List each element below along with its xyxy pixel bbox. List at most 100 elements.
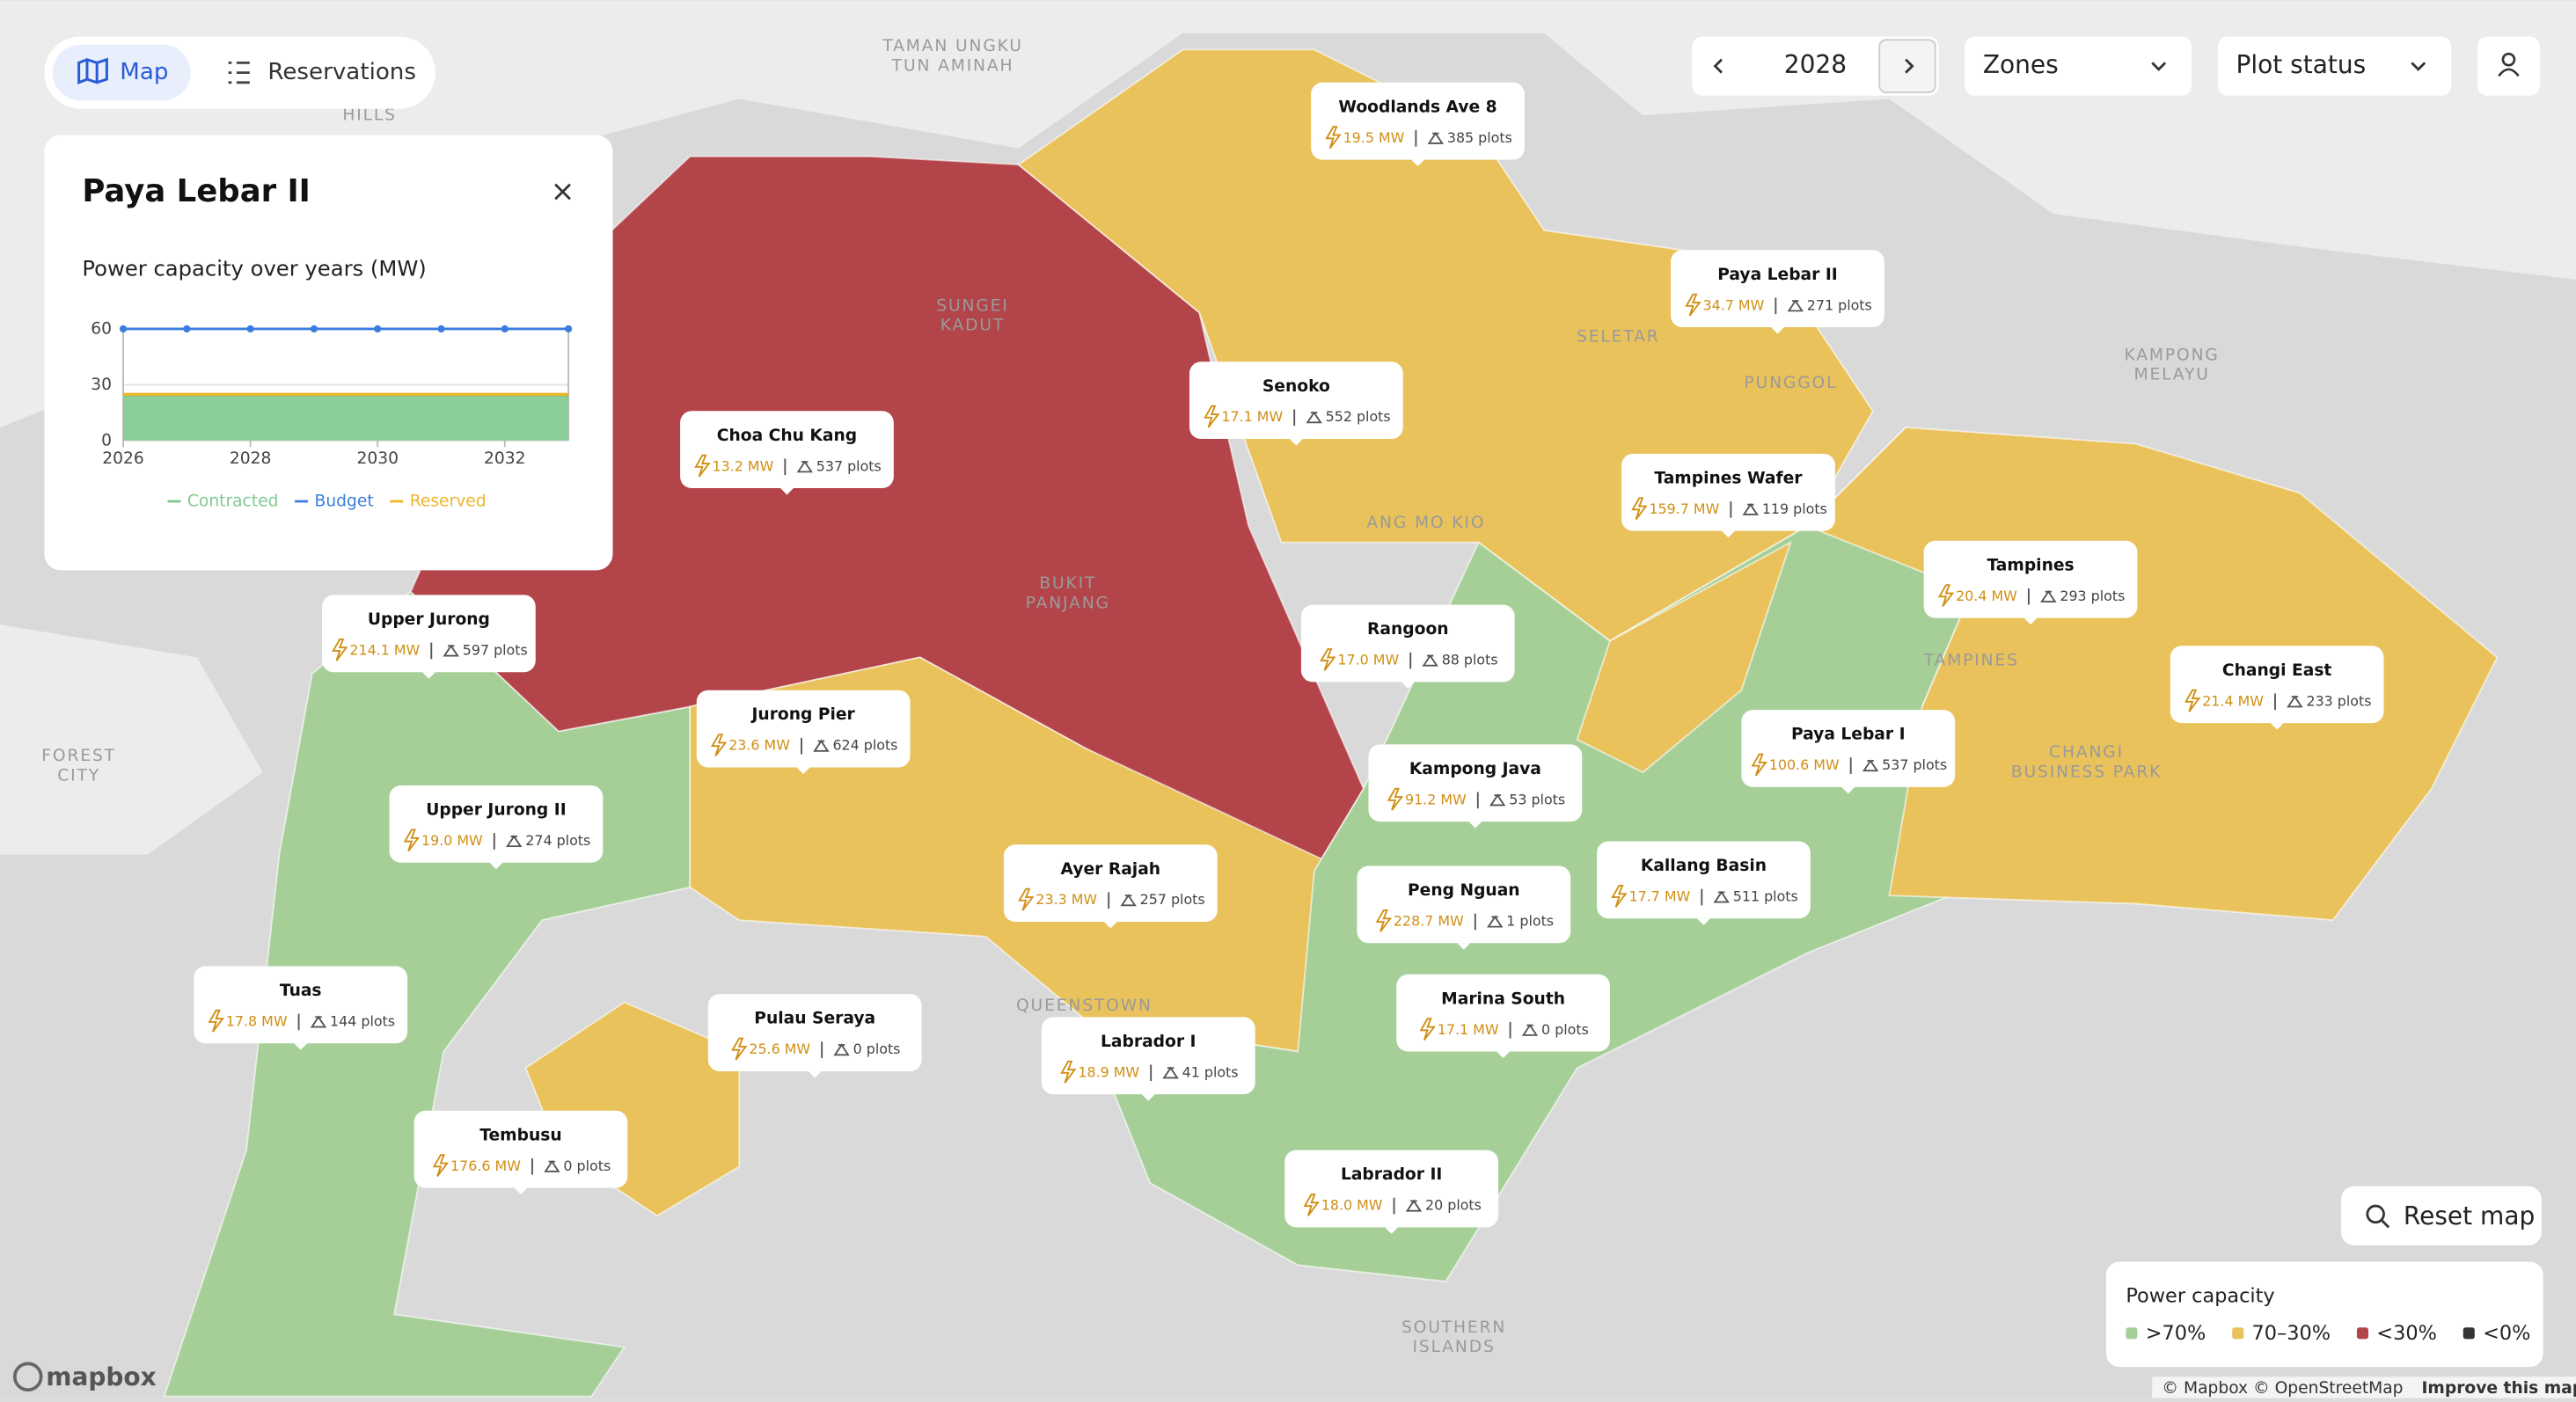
- zone-label[interactable]: Pulau Seraya 25.6 MW 0 plots: [707, 994, 922, 1078]
- zone-labels: Woodlands Ave 8 19.5 MW 385 plots Paya Leba…: [194, 82, 2384, 1234]
- zone-label-box: [1923, 540, 2138, 618]
- zone-label-box: [194, 966, 408, 1044]
- prev-year[interactable]: [1713, 58, 1723, 74]
- zone-power: 17.1 MW: [1221, 408, 1283, 425]
- plot-status-dropdown[interactable]: [2217, 36, 2452, 96]
- zone-power: 100.6 MW: [1769, 756, 1840, 773]
- point: [183, 325, 191, 333]
- zone-name: Jurong Pier: [750, 705, 855, 724]
- zone-label[interactable]: Peng Nguan 228.7 MW 1 plots: [1357, 865, 1571, 950]
- place-label: ANG MO KIO: [1366, 514, 1485, 532]
- zone-label[interactable]: Senoko 17.1 MW 552 plots: [1189, 361, 1403, 446]
- zone-name: Paya Lebar II: [1717, 266, 1838, 284]
- zone-label[interactable]: Paya Lebar II 34.7 MW 271 plots: [1671, 250, 1884, 334]
- chevron: [2151, 62, 2167, 71]
- zone-label-pointer: [1289, 439, 1303, 446]
- zone-label[interactable]: Marina South 17.1 MW 0 plots: [1396, 974, 1610, 1059]
- dropdown-label[interactable]: Plot status: [2236, 50, 2366, 79]
- plot-icon: [813, 739, 830, 752]
- place-label: SELETAR: [1577, 328, 1660, 347]
- zone-plots: 552 plots: [1326, 408, 1391, 425]
- zone-label[interactable]: Kallang Basin 17.7 MW 511 plots: [1597, 841, 1811, 925]
- zone-label-pointer: [1141, 1094, 1155, 1101]
- zone-power: 228.7 MW: [1394, 913, 1464, 930]
- legend-swatch: [2356, 1327, 2368, 1340]
- zone-plots: 624 plots: [832, 737, 897, 754]
- zone-label-box: [1396, 974, 1610, 1052]
- bolt-icon: [1325, 126, 1342, 150]
- legend-title: Power capacity: [2126, 1284, 2274, 1307]
- zone-label[interactable]: Labrador I 18.9 MW 41 plots: [1041, 1017, 1255, 1101]
- zone-plots: 0 plots: [853, 1041, 901, 1057]
- year-picker: [1692, 36, 1939, 96]
- search-icon: [2381, 1219, 2390, 1229]
- zone-name: Tampines Wafer: [1654, 469, 1803, 487]
- zone-label[interactable]: Tuas 17.8 MW 144 plots: [194, 966, 408, 1050]
- plot-icon: [1489, 793, 1506, 807]
- zone-plots: 53 plots: [1509, 791, 1565, 807]
- zone-power: 19.5 MW: [1343, 129, 1405, 146]
- zone-label[interactable]: Tampines 20.4 MW 293 plots: [1923, 540, 2138, 625]
- next-year-button[interactable]: [1878, 39, 1936, 93]
- improve-link[interactable]: Improve this map: [2421, 1379, 2576, 1398]
- plot-icon: [2040, 590, 2057, 602]
- zone-label[interactable]: Choa Chu Kang 13.2 MW 537 plots: [680, 411, 894, 495]
- point: [119, 325, 128, 333]
- tab[interactable]: Map: [120, 59, 168, 85]
- zone-power: 23.6 MW: [728, 737, 790, 754]
- place-labels: TAMAN UNGKU TUN AMINAH HILLS FOREST CITY…: [41, 37, 2218, 1356]
- plot-icon: [1422, 654, 1438, 667]
- zone-power: 17.8 MW: [226, 1012, 288, 1029]
- zone-label-pointer: [1103, 922, 1117, 929]
- place-label: TAMAN UNGKU: [882, 37, 1022, 55]
- zone-plots: 257 plots: [1140, 891, 1205, 908]
- zone-label[interactable]: Ayer Rajah 23.3 MW 257 plots: [1003, 844, 1218, 929]
- zone-power: 17.0 MW: [1337, 652, 1399, 668]
- plot-icon: [1120, 894, 1137, 907]
- zone-label-pointer: [2023, 617, 2038, 625]
- reset-button[interactable]: [2340, 1186, 2542, 1245]
- place-label: PANJANG: [1026, 594, 1110, 612]
- zone-label-pointer: [808, 1070, 822, 1078]
- zone-label-box: [389, 785, 604, 863]
- zone-power: 17.7 MW: [1629, 888, 1691, 905]
- zones-dropdown[interactable]: [1965, 36, 2192, 96]
- zone-label[interactable]: Paya Lebar I 100.6 MW 537 plots: [1741, 710, 1956, 794]
- zone-label[interactable]: Upper Jurong II 19.0 MW 274 plots: [389, 785, 604, 870]
- reset-label[interactable]: Reset map: [2404, 1201, 2535, 1230]
- zone-label[interactable]: Jurong Pier 23.6 MW 624 plots: [696, 690, 911, 774]
- place-label: BUKIT: [1039, 574, 1096, 593]
- point: [564, 325, 573, 333]
- zone-label[interactable]: Upper Jurong 214.1 MW 597 plots: [322, 595, 536, 679]
- zone-name: Rangoon: [1367, 620, 1449, 639]
- zone-name: Woodlands Ave 8: [1338, 98, 1497, 116]
- user-icon: [2501, 52, 2516, 67]
- point: [374, 325, 382, 333]
- attribution-bar: [2152, 1376, 2576, 1398]
- close-button[interactable]: [554, 183, 571, 201]
- zone-label[interactable]: Tembusu 176.6 MW 0 plots: [413, 1110, 628, 1195]
- tab[interactable]: Reservations: [267, 59, 416, 85]
- point: [437, 325, 445, 333]
- legend-items: >70% 70–30% <30% <0%: [2126, 1322, 2530, 1345]
- zone-label-pointer: [1497, 1051, 1511, 1059]
- legend-swatch: [2463, 1327, 2475, 1340]
- zone-name: Tembusu: [479, 1126, 561, 1144]
- next-year[interactable]: [1905, 58, 1914, 74]
- zone-label[interactable]: Tampines Wafer 159.7 MW 119 plots: [1621, 453, 1835, 538]
- zone-label[interactable]: Changi East 21.4 MW 233 plots: [2170, 646, 2384, 730]
- zone-label-pointer: [1841, 786, 1855, 794]
- zone-plots: 385 plots: [1447, 129, 1512, 146]
- place-label: SOUTHERN: [1401, 1318, 1506, 1337]
- dropdown-label[interactable]: Zones: [1983, 50, 2059, 79]
- zone-label-box: [2170, 646, 2384, 724]
- zone-label[interactable]: Labrador II 18.0 MW 20 plots: [1284, 1150, 1499, 1234]
- zone-label-pointer: [1385, 1227, 1399, 1234]
- zone-label-box: [1597, 841, 1811, 919]
- bolt-icon: [208, 1009, 224, 1033]
- zone-label-pointer: [796, 767, 810, 774]
- zone-plots: 144 plots: [330, 1012, 395, 1029]
- zone-label[interactable]: Woodlands Ave 8 19.5 MW 385 plots: [1311, 82, 1525, 167]
- zone-label[interactable]: Kampong Java 91.2 MW 53 plots: [1368, 744, 1583, 829]
- zone-label[interactable]: Rangoon 17.0 MW 88 plots: [1300, 604, 1515, 689]
